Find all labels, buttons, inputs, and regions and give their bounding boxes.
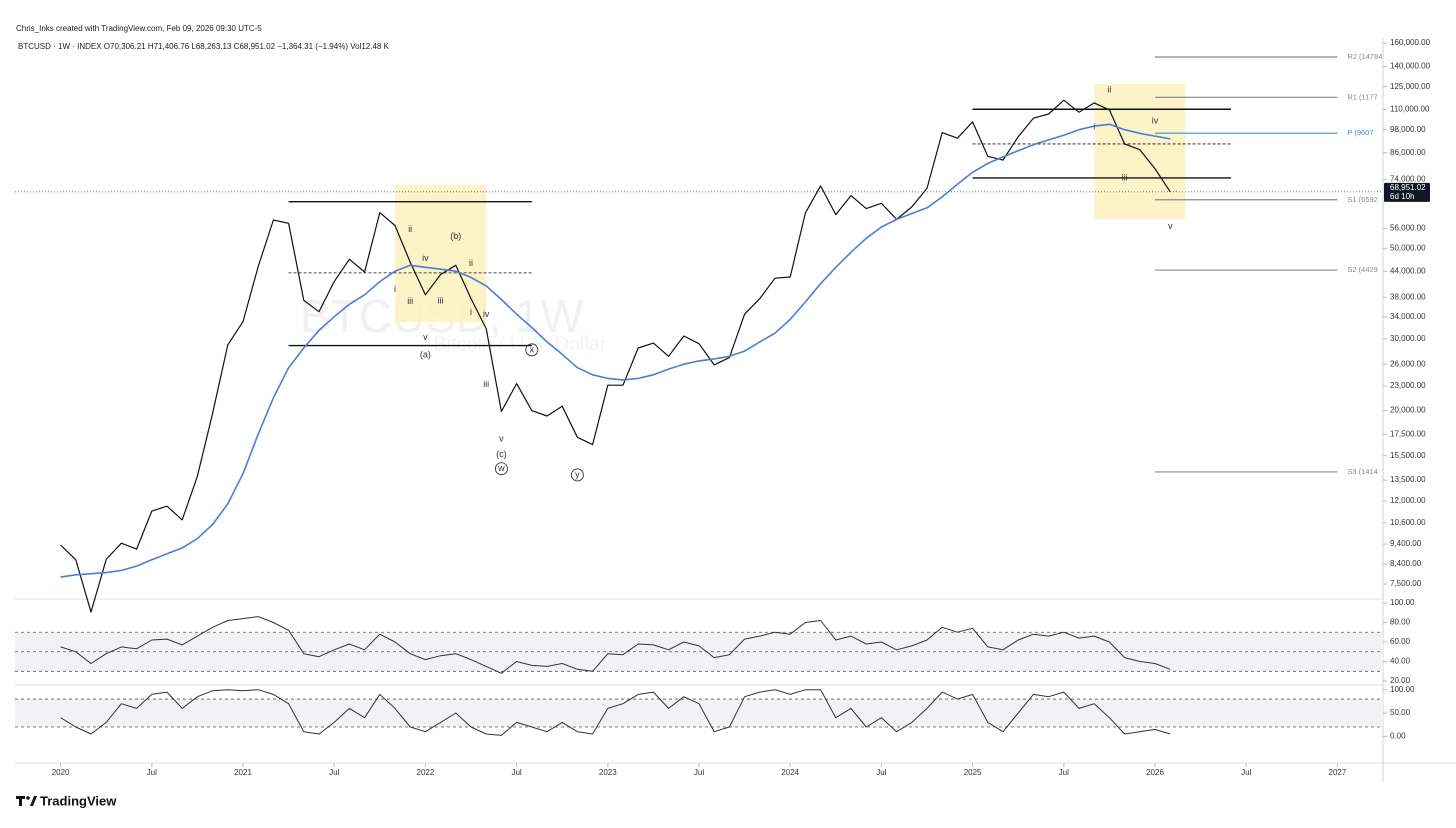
wave-label: (c)	[496, 449, 507, 459]
x-tick-label: Jul	[329, 768, 339, 777]
y-tick-label: 40.00	[1390, 657, 1411, 666]
x-tick-label: Jul	[1059, 768, 1069, 777]
wave-label: i	[1093, 121, 1095, 131]
highlight-box	[1094, 83, 1186, 220]
y-tick-label: 56,000.00	[1390, 224, 1426, 233]
y-tick-label: 100.00	[1390, 685, 1415, 694]
y-tick-label: 38,000.00	[1390, 292, 1426, 301]
y-tick-label: 140,000.00	[1390, 62, 1431, 71]
wave-label: ii	[408, 224, 412, 234]
pivot-label: S1 (6592	[1347, 195, 1377, 204]
wave-label: x	[530, 344, 535, 354]
y-tick-label: 160,000.00	[1390, 38, 1431, 47]
series-line	[60, 123, 1171, 578]
pivot-label: R2 (14784	[1347, 52, 1382, 61]
logo	[16, 796, 37, 806]
wave-circle	[570, 468, 584, 482]
pivot-label: P (9607	[1347, 128, 1373, 137]
y-tick-label: 12,000.00	[1390, 496, 1426, 505]
wave-label: v	[499, 434, 504, 444]
x-tick-label: 2021	[234, 768, 252, 777]
price-tag-countdown: 6d 10h	[1390, 192, 1414, 201]
x-tick-label: 2024	[781, 768, 799, 777]
x-tick-label: 2022	[417, 768, 435, 777]
y-tick-label: 100.00	[1390, 598, 1415, 607]
y-tick-label: 125,000.00	[1390, 82, 1431, 91]
wave-label: iii	[483, 379, 489, 389]
y-tick-label: 7,500.00	[1390, 579, 1422, 588]
x-tick-label: 2020	[52, 768, 70, 777]
wave-label: iii	[438, 295, 444, 305]
y-tick-label: 110,000.00	[1390, 104, 1430, 113]
x-tick-label: 2027	[1329, 768, 1347, 777]
pivot-label: S3 (1414	[1347, 467, 1377, 476]
y-tick-label: 20.00	[1390, 676, 1411, 685]
watermark-sub: Bitcoin / U.S. Dollar	[433, 333, 607, 355]
price-tag	[1384, 182, 1430, 202]
x-tick-label: Jul	[1241, 768, 1251, 777]
wave-label: i	[394, 284, 396, 294]
y-tick-label: 13,500.00	[1390, 475, 1426, 484]
y-tick-label: 23,000.00	[1390, 381, 1426, 390]
y-tick-label: 80.00	[1390, 618, 1411, 627]
x-tick-label: Jul	[694, 768, 704, 777]
wave-label: (a)	[420, 349, 431, 359]
wave-label: iv	[422, 253, 429, 263]
wave-label: v	[1168, 221, 1173, 231]
wave-label: iii	[1122, 172, 1128, 182]
x-tick-label: Jul	[147, 768, 157, 777]
wave-label: ii	[1107, 84, 1111, 94]
wave-label: w	[497, 463, 505, 473]
y-tick-label: 0.00	[1390, 731, 1406, 740]
series-line	[60, 689, 1171, 736]
y-tick-label: 74,000.00	[1390, 174, 1426, 183]
pivot-label: S2 (4429	[1347, 265, 1377, 274]
y-tick-label: 17,500.00	[1390, 429, 1426, 438]
y-tick-label: 26,000.00	[1390, 359, 1426, 368]
y-tick-label: 50.00	[1390, 708, 1411, 717]
y-tick-label: 30,000.00	[1390, 334, 1426, 343]
x-tick-label: Jul	[876, 768, 886, 777]
y-tick-label: 86,000.00	[1390, 148, 1426, 157]
wave-label: i	[470, 307, 472, 317]
x-tick-label: 2023	[599, 768, 617, 777]
y-tick-label: 44,000.00	[1390, 266, 1426, 275]
credit: Chris_Inks created with TradingView.com,…	[16, 24, 262, 33]
y-tick-label: 98,000.00	[1390, 125, 1426, 134]
x-tick-label: 2025	[964, 768, 982, 777]
y-tick-label: 9,400.00	[1390, 539, 1422, 548]
wave-circle	[494, 462, 508, 476]
y-tick-label: 34,000.00	[1390, 312, 1426, 321]
wave-label: ii	[469, 258, 473, 268]
wave-label: iii	[407, 296, 413, 306]
y-tick-label: 50,000.00	[1390, 244, 1426, 253]
y-tick-label: 15,500.00	[1390, 451, 1426, 460]
wave-label: v	[423, 332, 428, 342]
y-tick-label: 20,000.00	[1390, 406, 1426, 415]
wave-label: iv	[483, 309, 490, 319]
wave-label: (b)	[450, 231, 461, 241]
y-tick-label: 60.00	[1390, 637, 1411, 646]
brand: TradingView	[40, 793, 117, 808]
wave-label: y	[575, 469, 580, 479]
wave-label: iv	[1152, 115, 1159, 125]
y-tick-label: 10,600.00	[1390, 518, 1426, 527]
x-tick-label: 2026	[1146, 768, 1164, 777]
price-tag-value: 68,951.02	[1390, 183, 1426, 192]
x-tick-label: Jul	[511, 768, 521, 777]
y-tick-label: 8,400.00	[1390, 559, 1422, 568]
pivot-label: R1 (1177	[1347, 92, 1377, 101]
legend: BTCUSD · 1W · INDEX O70,306.21 H71,406.7…	[18, 42, 390, 51]
series-line	[60, 99, 1171, 613]
series-line	[60, 616, 1171, 674]
wave-circle	[525, 343, 539, 357]
